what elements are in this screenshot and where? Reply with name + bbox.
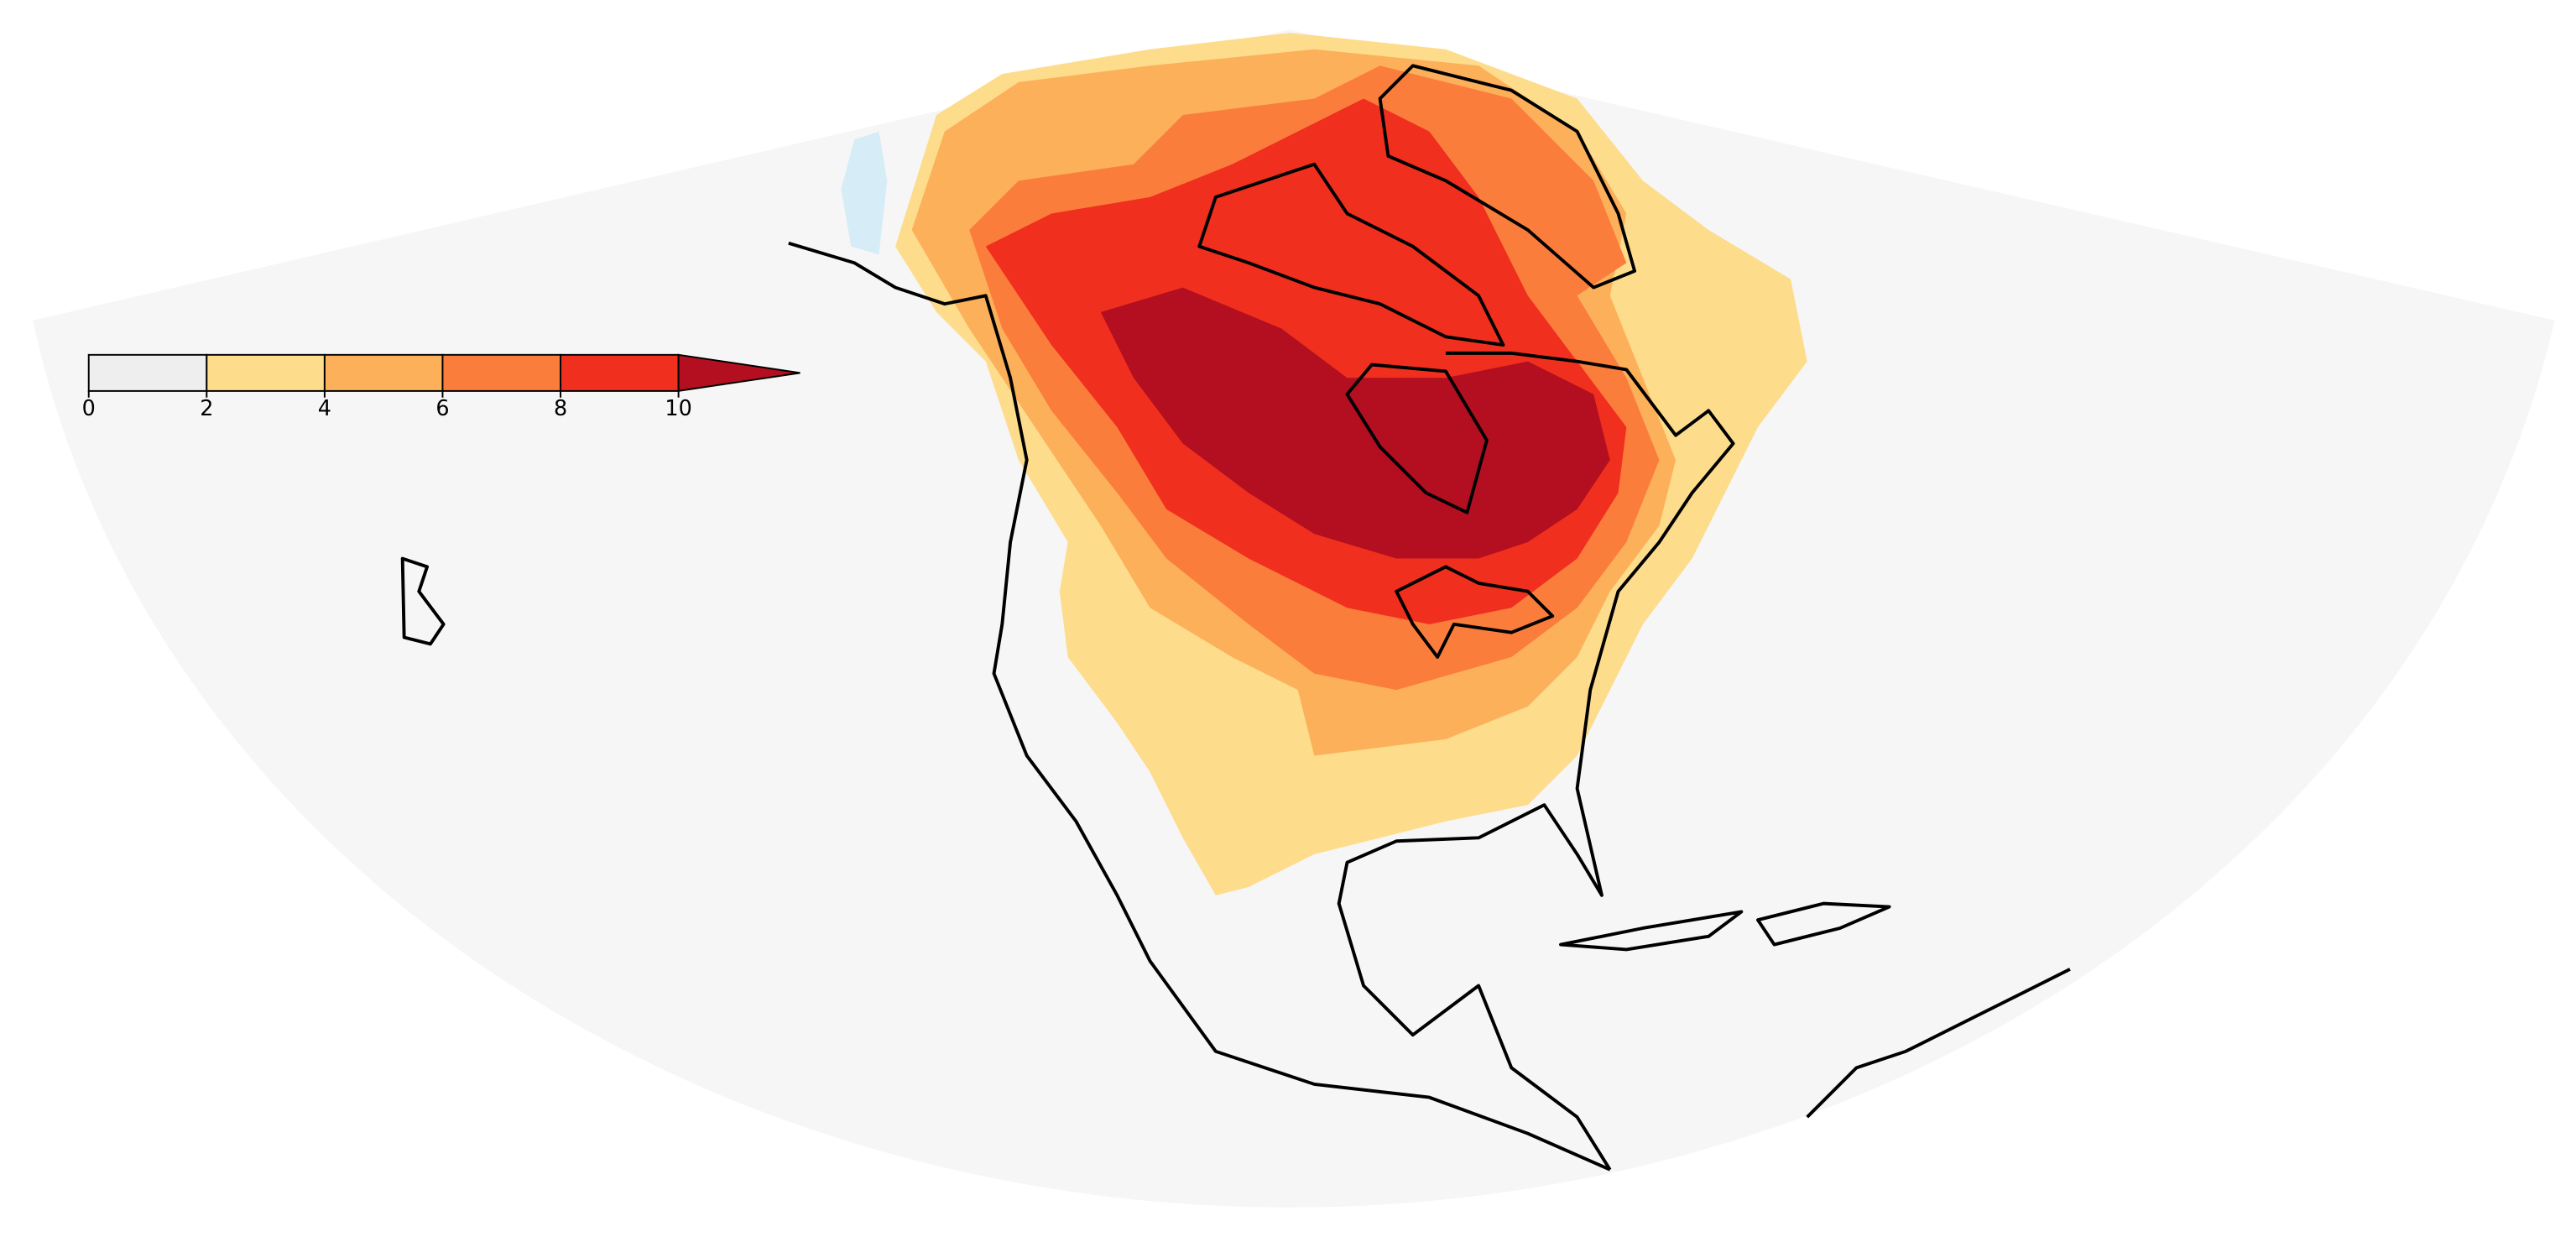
coastline bbox=[400, 556, 446, 646]
colorbar-segment bbox=[323, 353, 444, 392]
coastline bbox=[1806, 968, 2071, 1119]
colorbar-tick-label: 10 bbox=[665, 396, 691, 421]
anomaly-fields bbox=[895, 33, 1807, 895]
field-level bbox=[1100, 287, 1610, 559]
coastline bbox=[1378, 64, 1637, 290]
coastline bbox=[1559, 910, 1744, 952]
lake-patch bbox=[841, 131, 888, 255]
coastline bbox=[1756, 901, 1891, 947]
colorbar-extension bbox=[677, 353, 800, 393]
coastline bbox=[1395, 565, 1555, 659]
colorbar-tick-label: 2 bbox=[200, 396, 213, 421]
coastline bbox=[1345, 363, 1489, 514]
colorbar-tick-label: 0 bbox=[82, 396, 96, 421]
coastline bbox=[1337, 351, 1735, 1171]
coastline bbox=[1197, 162, 1505, 347]
colorbar: 0 2 4 6 8 10 bbox=[82, 353, 800, 421]
colorbar-tick-label: 8 bbox=[554, 396, 567, 421]
colorbar-segment bbox=[206, 353, 326, 392]
colorbar-segment bbox=[560, 353, 680, 392]
colorbar-tick-label: 6 bbox=[435, 396, 449, 421]
colorbar-segment bbox=[87, 353, 208, 392]
coastlines bbox=[400, 64, 2071, 1172]
coastline bbox=[788, 241, 1611, 1172]
colorbar-tick-label: 4 bbox=[318, 396, 331, 421]
colorbar-segment bbox=[441, 353, 562, 392]
